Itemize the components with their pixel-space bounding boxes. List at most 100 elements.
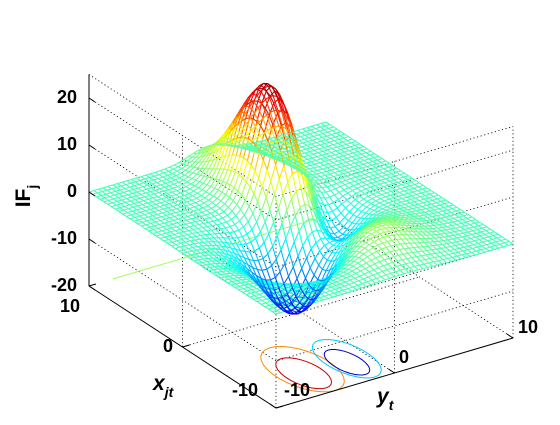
surface-line bbox=[438, 212, 442, 214]
surface-line bbox=[405, 204, 409, 206]
surface-line bbox=[173, 169, 177, 171]
surface-line bbox=[363, 182, 367, 185]
surface-line bbox=[164, 191, 168, 193]
surface-line bbox=[440, 222, 444, 225]
surface-line bbox=[154, 175, 159, 177]
surface-line bbox=[355, 276, 360, 278]
surface-line bbox=[161, 217, 165, 219]
surface-line bbox=[336, 132, 341, 133]
surface-line bbox=[253, 214, 257, 223]
surface-line bbox=[131, 196, 136, 197]
surface-line bbox=[412, 257, 417, 258]
surface-line bbox=[172, 210, 176, 213]
surface-line bbox=[383, 203, 388, 205]
surface-line bbox=[382, 226, 386, 228]
surface-line bbox=[333, 129, 338, 130]
surface-line bbox=[147, 189, 151, 191]
surface-line bbox=[164, 173, 168, 175]
surface-line bbox=[378, 224, 382, 225]
surface-line bbox=[300, 208, 304, 224]
surface-line bbox=[381, 254, 386, 256]
surface-line bbox=[354, 258, 359, 262]
surface-line bbox=[206, 192, 210, 194]
surface-line bbox=[241, 283, 245, 285]
surface-line bbox=[177, 189, 182, 191]
surface-line bbox=[165, 201, 169, 203]
surface-line bbox=[143, 219, 147, 221]
surface-line bbox=[406, 201, 410, 203]
surface-line bbox=[407, 259, 411, 263]
surface-line bbox=[390, 228, 394, 231]
surface-line bbox=[378, 211, 382, 212]
surface-line bbox=[449, 255, 453, 258]
surface-line bbox=[197, 212, 202, 214]
surface-line bbox=[187, 179, 192, 182]
surface-line bbox=[392, 168, 397, 169]
surface-line bbox=[484, 238, 488, 241]
surface-line bbox=[350, 163, 355, 164]
surface-line bbox=[433, 229, 437, 232]
surface-line bbox=[155, 171, 160, 173]
surface-line bbox=[335, 289, 339, 291]
surface-line bbox=[382, 247, 387, 249]
surface-line bbox=[472, 249, 476, 252]
surface-line bbox=[293, 171, 298, 173]
surface-line bbox=[355, 162, 360, 163]
surface-line bbox=[440, 234, 444, 237]
surface-line bbox=[207, 231, 211, 235]
surface-line bbox=[211, 187, 215, 189]
surface-line bbox=[129, 191, 133, 194]
surface-line bbox=[326, 192, 330, 197]
surface-line bbox=[494, 248, 499, 249]
surface-line bbox=[336, 151, 340, 153]
surface-line bbox=[325, 161, 329, 164]
surface-line bbox=[360, 276, 364, 279]
surface-line bbox=[387, 218, 391, 219]
surface-line bbox=[486, 247, 491, 248]
surface-line bbox=[445, 251, 450, 252]
surface-line bbox=[181, 207, 185, 210]
surface-line bbox=[376, 180, 381, 181]
surface-line bbox=[358, 209, 362, 211]
surface-line bbox=[345, 185, 349, 188]
surface-line bbox=[386, 219, 390, 220]
surface-line bbox=[174, 234, 178, 237]
surface-line bbox=[367, 165, 372, 166]
surface-line bbox=[211, 213, 215, 216]
surface-line bbox=[234, 232, 238, 238]
surface-line bbox=[167, 228, 172, 229]
surface-line bbox=[446, 214, 450, 216]
surface-line bbox=[347, 139, 352, 140]
surface-line bbox=[214, 216, 218, 219]
surface-line bbox=[443, 241, 447, 244]
surface-line bbox=[170, 182, 174, 184]
surface-line bbox=[145, 178, 150, 179]
surface-line bbox=[369, 245, 373, 248]
surface-line bbox=[362, 149, 367, 150]
surface-line bbox=[158, 177, 163, 179]
surface-line bbox=[327, 154, 331, 156]
surface-line bbox=[179, 162, 183, 164]
surface-line bbox=[326, 172, 330, 175]
surface-line bbox=[464, 247, 468, 250]
surface-line bbox=[398, 181, 403, 182]
surface-line bbox=[331, 220, 335, 226]
surface-line bbox=[368, 230, 373, 233]
surface-line bbox=[385, 164, 390, 165]
surface-line bbox=[206, 161, 210, 162]
surface-line bbox=[410, 266, 415, 267]
surface-line bbox=[403, 253, 408, 254]
surface-line bbox=[183, 216, 188, 217]
surface-line bbox=[468, 232, 472, 235]
surface-line bbox=[315, 259, 319, 266]
surface-line bbox=[349, 149, 354, 150]
surface-line bbox=[130, 219, 134, 222]
surface-line bbox=[212, 205, 217, 208]
surface-line bbox=[361, 191, 365, 194]
surface-line bbox=[418, 189, 423, 190]
surface-line bbox=[220, 208, 224, 211]
surface-line bbox=[488, 241, 492, 243]
surface-line bbox=[143, 217, 148, 218]
surface-line bbox=[408, 253, 412, 257]
surface-line bbox=[387, 175, 391, 177]
